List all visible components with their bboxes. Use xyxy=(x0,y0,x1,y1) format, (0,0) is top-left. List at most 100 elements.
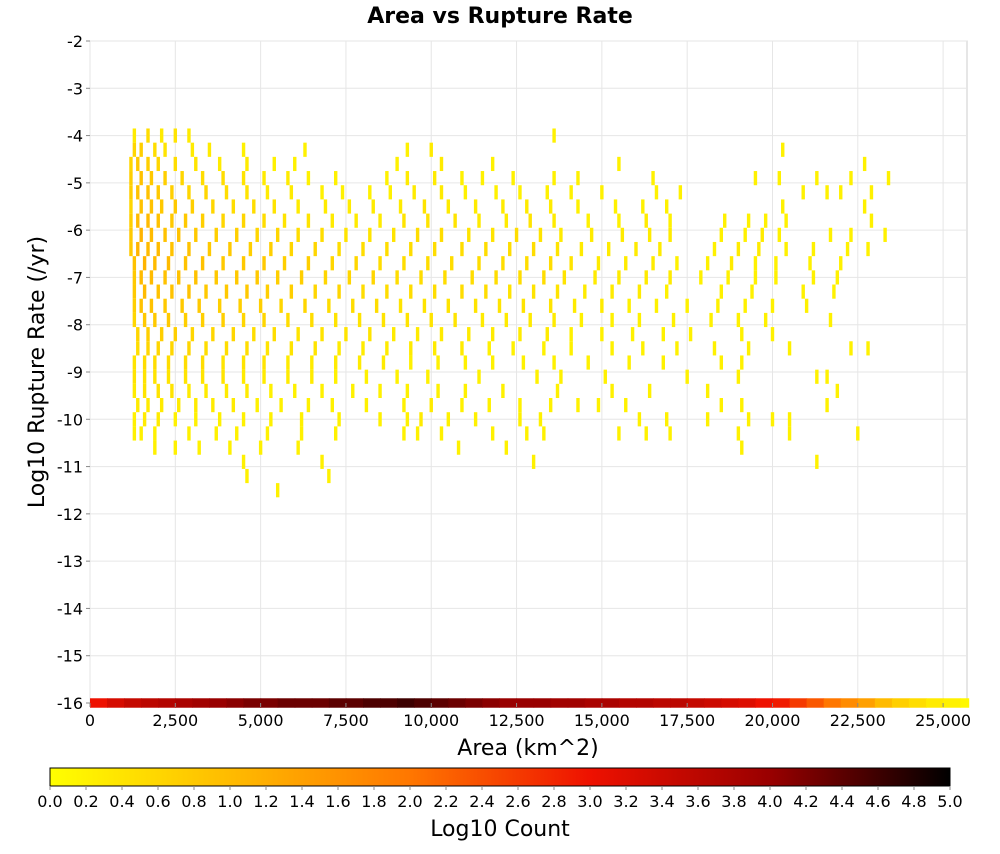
heatmap-cell xyxy=(395,156,399,172)
heatmap-cell xyxy=(473,298,478,313)
heatmap-cell xyxy=(194,156,198,172)
heatmap-cell xyxy=(497,298,502,313)
heatmap-cell xyxy=(484,241,488,257)
heatmap-cell xyxy=(460,284,464,299)
heatmap-cell xyxy=(518,327,522,342)
colorbar-tick-label: 3.6 xyxy=(685,792,710,811)
heatmap-cell xyxy=(221,369,225,384)
heatmap-cell xyxy=(204,383,208,399)
heatmap-cell xyxy=(501,256,505,271)
heatmap-cell xyxy=(381,312,386,328)
heatmap-cell xyxy=(194,227,198,242)
heatmap-cell xyxy=(132,284,137,299)
heatmap-cell xyxy=(617,213,621,228)
bottom-row-cell xyxy=(584,698,603,708)
heatmap-cell xyxy=(589,227,594,242)
heatmap-cell xyxy=(487,341,491,356)
x-tick-label: 5,000 xyxy=(238,711,284,730)
colorbar-tick-label: 1.2 xyxy=(253,792,278,811)
heatmap-cell xyxy=(361,341,365,356)
heatmap-cell xyxy=(289,284,294,299)
heatmap-cell xyxy=(422,298,427,313)
heatmap-cell xyxy=(787,426,792,441)
heatmap-cell xyxy=(183,369,188,384)
heatmap-cell xyxy=(265,426,270,441)
heatmap-cell xyxy=(856,426,860,441)
heatmap-cell xyxy=(153,312,157,328)
heatmap-cell xyxy=(149,171,154,186)
bottom-row-cell xyxy=(465,698,483,708)
heatmap-cell xyxy=(163,227,167,242)
bottom-row-cell xyxy=(721,698,739,708)
heatmap-cell xyxy=(508,241,512,257)
heatmap-cell xyxy=(235,270,239,285)
heatmap-cell xyxy=(354,213,358,228)
heatmap-cell xyxy=(194,412,198,427)
colorbar-tick-label: 4.8 xyxy=(901,792,926,811)
heatmap-cell xyxy=(504,440,509,455)
heatmap-cell xyxy=(132,312,137,328)
heatmap-cell xyxy=(525,256,529,271)
heatmap-cell xyxy=(446,298,451,313)
heatmap-cell xyxy=(344,227,348,242)
heatmap-cell xyxy=(501,383,505,399)
colorbar-tick-label: 4.2 xyxy=(793,792,818,811)
heatmap-cell xyxy=(217,298,222,313)
heatmap-cell xyxy=(719,355,724,370)
heatmap-cell xyxy=(258,298,263,313)
heatmap-cell xyxy=(746,412,751,427)
heatmap-cell xyxy=(310,312,314,328)
colorbar-tick-label: 0.6 xyxy=(145,792,170,811)
heatmap-cell xyxy=(521,355,526,370)
heatmap-cell xyxy=(811,241,816,257)
heatmap-cell xyxy=(405,142,410,157)
heatmap-cell xyxy=(494,270,498,285)
bottom-row-cell xyxy=(141,698,159,708)
heatmap-cell xyxy=(661,355,665,370)
heatmap-cell xyxy=(320,227,324,242)
heatmap-cell xyxy=(289,341,294,356)
heatmap-cell xyxy=(719,284,724,299)
heatmap-cell xyxy=(839,256,843,271)
heatmap-cell xyxy=(477,369,481,384)
heatmap-cell xyxy=(173,440,178,455)
heatmap-cell xyxy=(269,241,273,257)
heatmap-cell xyxy=(344,327,348,342)
heatmap-cell xyxy=(415,327,420,342)
heatmap-cell xyxy=(453,213,457,228)
heatmap-cell xyxy=(142,284,147,299)
heatmap-cell xyxy=(129,185,133,200)
heatmap-cell xyxy=(699,270,703,285)
heatmap-cell xyxy=(217,156,222,172)
heatmap-cell xyxy=(446,199,451,214)
heatmap-cell xyxy=(129,171,133,186)
heatmap-cell xyxy=(241,355,246,370)
heatmap-cell xyxy=(156,241,160,257)
heatmap-cell xyxy=(228,241,232,257)
heatmap-cell xyxy=(460,398,464,413)
heatmap-cell xyxy=(262,355,266,370)
heatmap-cell xyxy=(712,241,717,257)
heatmap-cell xyxy=(337,284,341,299)
heatmap-cell xyxy=(763,312,768,328)
y-tick-label: -9 xyxy=(67,363,83,382)
heatmap-cell xyxy=(187,426,191,441)
heatmap-cell xyxy=(228,440,232,455)
heatmap-cell xyxy=(166,256,171,271)
heatmap-cell xyxy=(548,199,553,214)
heatmap-cell xyxy=(347,270,352,285)
heatmap-cell xyxy=(644,213,648,228)
bottom-row-cell xyxy=(687,698,705,708)
heatmap-cell xyxy=(757,241,761,257)
heatmap-cell xyxy=(678,185,683,200)
heatmap-cell xyxy=(156,213,160,228)
heatmap-cell xyxy=(255,398,259,413)
heatmap-cell xyxy=(385,341,389,356)
heatmap-cell xyxy=(685,298,689,313)
heatmap-cell xyxy=(439,156,444,172)
heatmap-cell xyxy=(825,369,829,384)
heatmap-cell xyxy=(156,284,160,299)
bottom-row-cell xyxy=(567,698,586,708)
heatmap-cell xyxy=(153,440,157,455)
heatmap-cell xyxy=(886,171,891,186)
